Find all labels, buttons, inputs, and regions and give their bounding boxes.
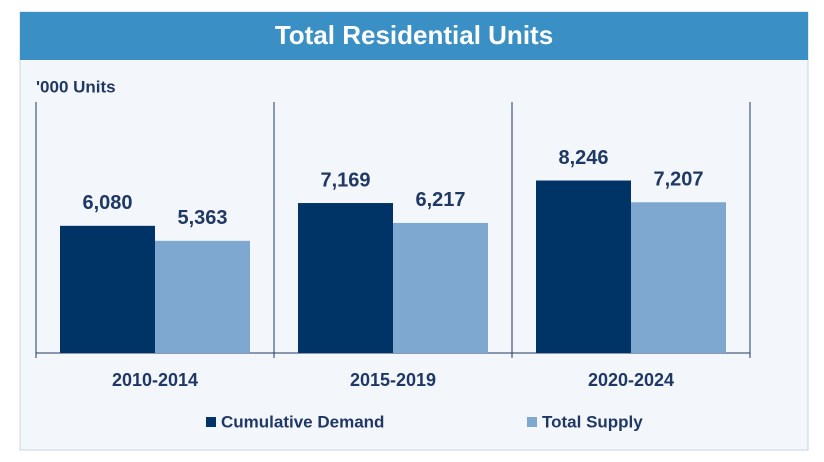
value-label: 6,080 xyxy=(82,192,132,214)
legend-swatch xyxy=(206,417,216,427)
chart-title: Total Residential Units xyxy=(275,20,553,50)
legend-swatch xyxy=(527,417,537,427)
bar xyxy=(536,180,631,353)
value-label: 5,363 xyxy=(177,207,227,229)
x-tick-label: 2015-2019 xyxy=(350,370,436,390)
x-tick-label: 2020-2024 xyxy=(588,370,674,390)
x-tick-label: 2010-2014 xyxy=(112,370,198,390)
value-label: 8,246 xyxy=(558,147,608,169)
value-label: 6,217 xyxy=(415,189,465,211)
value-label: 7,169 xyxy=(320,169,370,191)
value-label: 7,207 xyxy=(653,169,703,191)
title-bar xyxy=(20,12,808,60)
legend-label: Cumulative Demand xyxy=(221,412,384,431)
bar xyxy=(60,225,155,353)
legend-label: Total Supply xyxy=(542,412,643,431)
y-axis-label: '000 Units xyxy=(36,77,116,96)
bar xyxy=(393,222,488,353)
bar xyxy=(631,202,726,353)
bar xyxy=(155,240,250,353)
bar xyxy=(298,203,393,353)
